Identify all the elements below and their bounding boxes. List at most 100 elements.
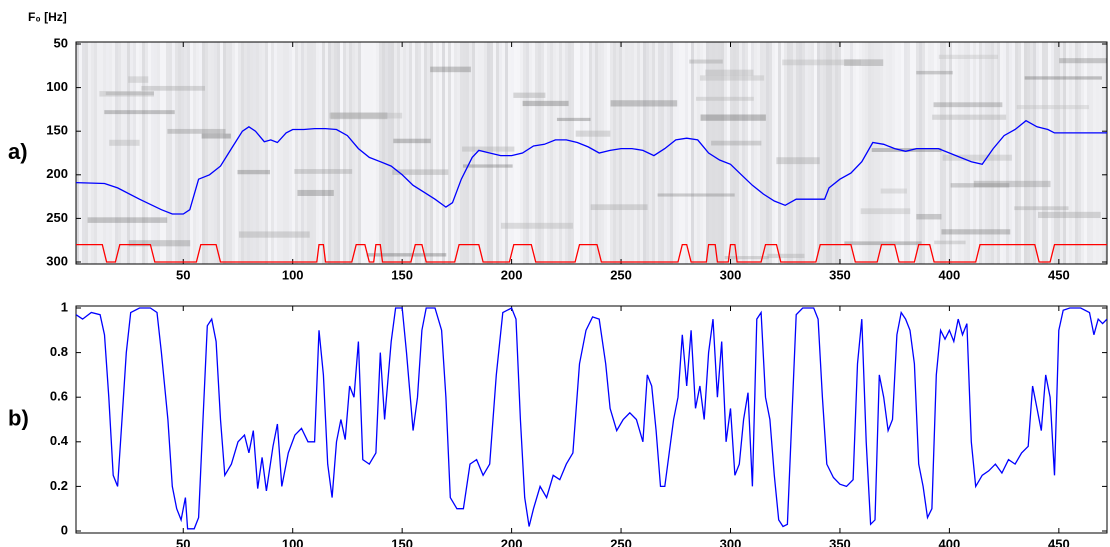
spectrogram-band — [895, 42, 898, 264]
spectrogram-band — [904, 42, 907, 264]
spectrogram-band — [880, 42, 883, 264]
spectrogram-band — [331, 42, 334, 264]
spectrogram-band — [967, 42, 970, 264]
spectrogram-band — [577, 42, 580, 264]
spectrogram-band — [943, 42, 946, 264]
spectrogram-band — [787, 42, 790, 264]
spectrogram-band — [658, 42, 661, 264]
spectrogram-band — [694, 42, 697, 264]
spectrogram-band — [1015, 42, 1018, 264]
y-tick-label: 1 — [61, 299, 68, 314]
spectrogram-band — [859, 42, 862, 264]
spectrogram-band — [799, 42, 802, 264]
spectrogram-band — [199, 42, 202, 264]
spectrogram-band — [547, 42, 550, 264]
spectrogram-band — [667, 42, 670, 264]
spectrogram-band — [409, 42, 412, 264]
spectrogram-band — [766, 42, 769, 264]
spectrogram-band — [334, 42, 337, 264]
spectrogram-band — [466, 42, 469, 264]
harmonic — [916, 213, 942, 220]
harmonic — [657, 193, 735, 197]
x-tick-label: 300 — [720, 536, 742, 547]
harmonic — [782, 59, 862, 66]
spectrogram-band — [505, 42, 508, 264]
spectrogram-band — [796, 42, 799, 264]
plot-frame — [75, 41, 1108, 265]
spectrogram-band — [994, 42, 997, 264]
x-tick-label: 50 — [176, 267, 190, 282]
y-tick-label: 200 — [46, 166, 68, 181]
spectrogram-band — [562, 42, 565, 264]
spectrogram-band — [883, 42, 886, 264]
panel-label: a) — [8, 139, 28, 164]
spectrogram-band — [634, 42, 637, 264]
spectrogram-band — [142, 42, 145, 264]
spectrogram-band — [163, 42, 166, 264]
harmonic — [393, 138, 431, 144]
spectrogram-band — [991, 42, 994, 264]
spectrogram-band — [301, 42, 304, 264]
spectrogram-band — [457, 42, 460, 264]
spectrogram-band — [835, 42, 838, 264]
harmonic — [237, 169, 271, 175]
harmonic — [942, 154, 1012, 161]
harmonic — [87, 217, 168, 223]
spectrogram-band — [127, 42, 130, 264]
spectrogram-band — [133, 42, 136, 264]
spectrogram-band — [190, 42, 193, 264]
spectrogram-band — [325, 42, 328, 264]
spectrogram-band — [568, 42, 571, 264]
spectrogram-band — [718, 42, 721, 264]
spectrogram-band — [655, 42, 658, 264]
x-tick-label: 250 — [610, 267, 632, 282]
spectrogram-band — [403, 42, 406, 264]
spectrogram-band — [391, 42, 394, 264]
spectrogram-band — [997, 42, 1000, 264]
spectrogram-band — [1012, 42, 1015, 264]
spectrogram-band — [343, 42, 346, 264]
x-tick-label: 250 — [610, 536, 632, 547]
spectrogram-band — [613, 42, 616, 264]
spectrogram-band — [742, 42, 745, 264]
spectrogram-band — [595, 42, 598, 264]
spectrogram-band — [715, 42, 718, 264]
spectrogram-band — [388, 42, 391, 264]
spectrogram-band — [1030, 42, 1033, 264]
spectrogram-band — [1102, 42, 1105, 264]
spectrogram-band — [922, 42, 925, 264]
spectrogram-band — [262, 42, 265, 264]
spectrogram-band — [898, 42, 901, 264]
spectrogram-band — [472, 42, 475, 264]
spectrogram-band — [382, 42, 385, 264]
spectrogram-band — [925, 42, 928, 264]
spectrogram-band — [1027, 42, 1030, 264]
spectrogram-band — [484, 42, 487, 264]
spectrogram-band — [790, 42, 793, 264]
spectrogram-band — [976, 42, 979, 264]
spectrogram-band — [139, 42, 142, 264]
spectrogram-band — [109, 42, 112, 264]
spectrogram-band — [235, 42, 238, 264]
spectrogram-band — [676, 42, 679, 264]
harmonic — [238, 231, 310, 238]
spectrogram-band — [769, 42, 772, 264]
spectrogram-band — [706, 42, 709, 264]
spectrogram-band — [688, 42, 691, 264]
harmonic — [973, 180, 1051, 188]
spectrogram-band — [508, 42, 511, 264]
spectrogram-band — [586, 42, 589, 264]
spectrogram-band — [811, 42, 814, 264]
spectrogram-band — [178, 42, 181, 264]
y-tick-label: 100 — [46, 79, 68, 94]
spectrogram-band — [1045, 42, 1048, 264]
spectrogram-band — [1081, 42, 1084, 264]
spectrogram-band — [448, 42, 451, 264]
y-tick-label: 0.2 — [50, 478, 68, 493]
spectrogram-band — [337, 42, 340, 264]
spectrogram-band — [1063, 42, 1066, 264]
spectrogram-band — [670, 42, 673, 264]
spectrogram-band — [592, 42, 595, 264]
spectrogram-band — [1093, 42, 1096, 264]
spectrogram-band — [916, 42, 919, 264]
